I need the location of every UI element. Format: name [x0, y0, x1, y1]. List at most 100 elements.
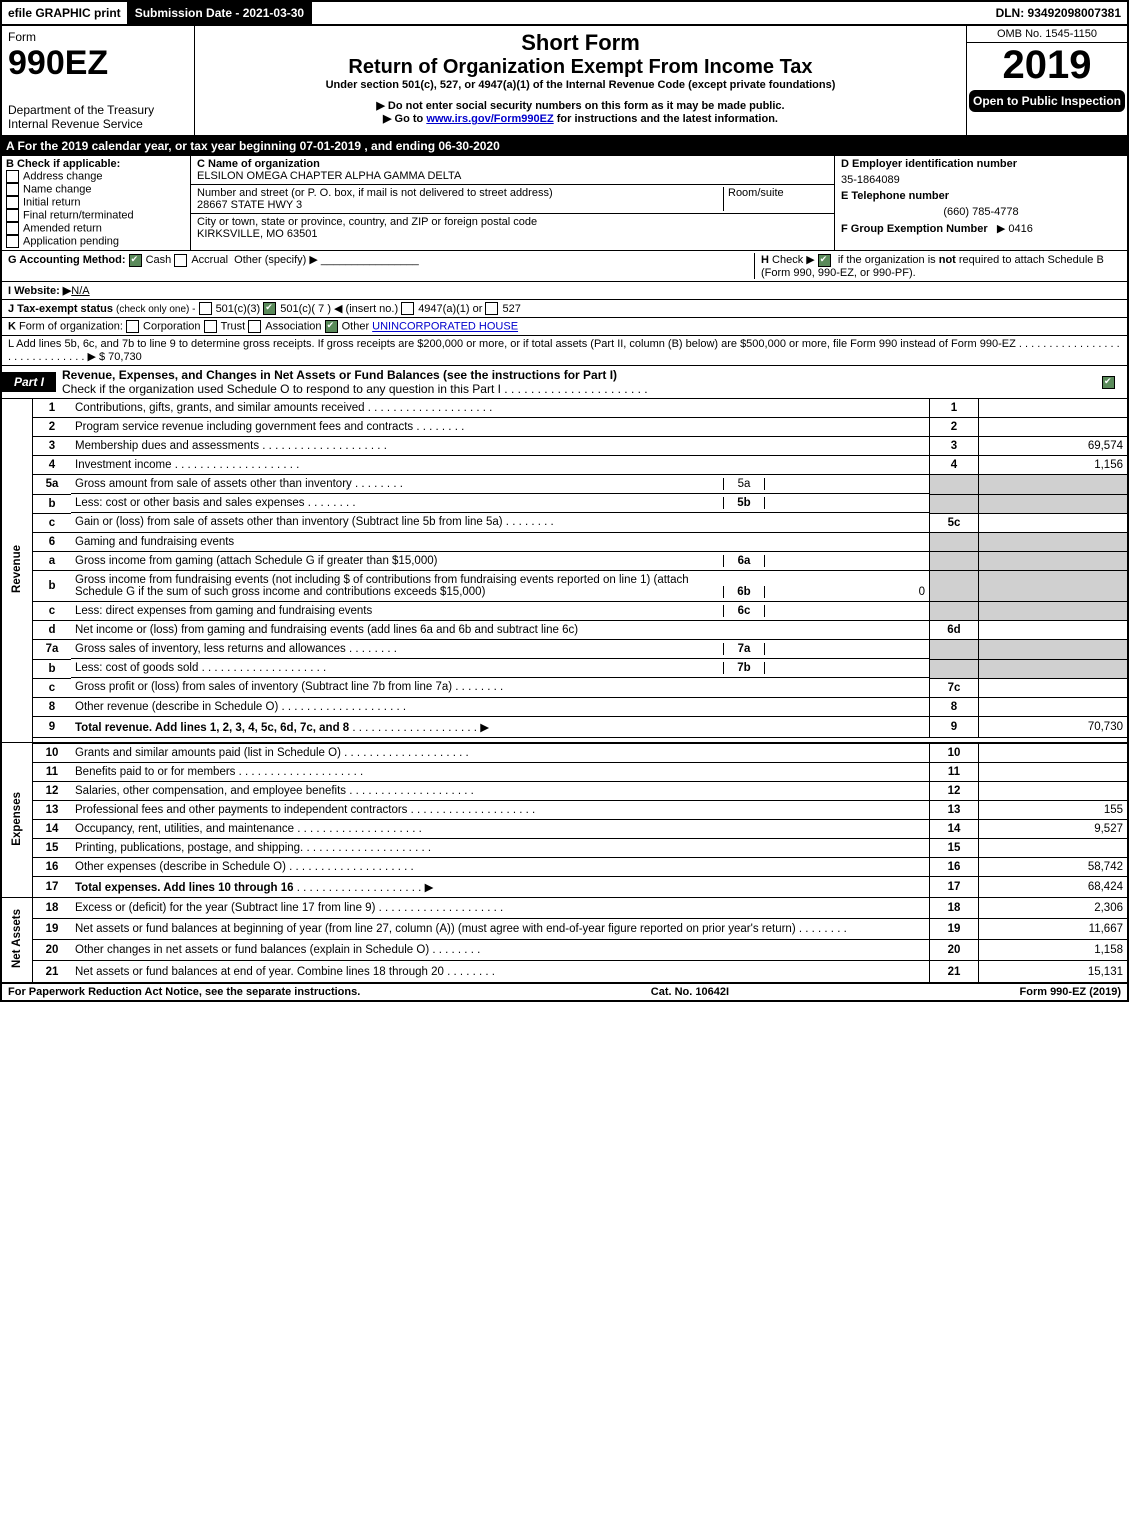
line-20-no: 20	[33, 940, 72, 961]
phone-label: E Telephone number	[841, 190, 949, 202]
irs-link[interactable]: www.irs.gov/Form990EZ	[426, 113, 553, 125]
do-not-enter-note: ▶ Do not enter social security numbers o…	[199, 99, 962, 112]
line-5c-numlabel: 5c	[930, 513, 979, 532]
line-12-numlabel: 12	[930, 781, 979, 800]
section-l: L Add lines 5b, 6c, and 7b to line 9 to …	[0, 336, 1129, 366]
footer-center: Cat. No. 10642I	[651, 986, 729, 998]
line-13-amount: 155	[979, 800, 1129, 819]
section-b: B Check if applicable: Address change Na…	[2, 156, 191, 250]
line-20-numlabel: 20	[930, 940, 979, 961]
line-16-no: 16	[33, 857, 72, 876]
line-16-amount: 58,742	[979, 857, 1129, 876]
line-13-numlabel: 13	[930, 800, 979, 819]
line-9-desc: Total revenue. Add lines 1, 2, 3, 4, 5c,…	[75, 722, 349, 734]
return-title: Return of Organization Exempt From Incom…	[199, 56, 962, 79]
line-10-numlabel: 10	[930, 743, 979, 763]
checkbox-association[interactable]	[248, 320, 261, 333]
website-val: N/A	[71, 285, 89, 297]
line-5c-desc: Gain or (loss) from sale of assets other…	[75, 516, 503, 528]
line-6b-desc: Gross income from fundraising events (no…	[75, 574, 689, 598]
line-6a-no: a	[33, 551, 72, 571]
line-18-no: 18	[33, 897, 72, 918]
line-1-no: 1	[33, 399, 72, 418]
section-a-bar: A For the 2019 calendar year, or tax yea…	[0, 137, 1129, 156]
checkbox-accrual[interactable]	[174, 254, 187, 267]
line-16-numlabel: 16	[930, 857, 979, 876]
line-6a-subval	[765, 555, 925, 567]
line-6d-no: d	[33, 621, 72, 640]
line-13-no: 13	[33, 800, 72, 819]
line-20-amount: 1,158	[979, 940, 1129, 961]
line-16-desc: Other expenses (describe in Schedule O)	[75, 861, 286, 873]
checkbox-h[interactable]	[818, 254, 831, 267]
checkbox-527[interactable]	[485, 302, 498, 315]
checkbox-address-change[interactable]	[6, 170, 19, 183]
line-7b-desc: Less: cost of goods sold	[75, 662, 198, 674]
line-4-amount: 1,156	[979, 456, 1129, 475]
line-7a-sub: 7a	[723, 643, 765, 655]
section-g-label: G Accounting Method:	[8, 254, 126, 266]
row-g-h: G Accounting Method: Cash Accrual Other …	[0, 251, 1129, 282]
short-form-title: Short Form	[199, 30, 962, 56]
line-19-numlabel: 19	[930, 918, 979, 939]
checkbox-amended-return[interactable]	[6, 222, 19, 235]
line-4-no: 4	[33, 456, 72, 475]
line-6a-sub: 6a	[723, 555, 765, 567]
checkbox-other-org[interactable]	[325, 320, 338, 333]
line-5b-subval	[765, 497, 925, 509]
footer-right: Form 990-EZ (2019)	[1020, 986, 1122, 998]
omb-number: OMB No. 1545-1150	[967, 26, 1127, 43]
line-5c-amount	[979, 513, 1129, 532]
line-21-desc: Net assets or fund balances at end of ye…	[75, 966, 444, 978]
line-12-amount	[979, 781, 1129, 800]
line-1-desc: Contributions, gifts, grants, and simila…	[75, 402, 365, 414]
checkbox-part1-schedule-o[interactable]	[1102, 376, 1115, 389]
line-11-desc: Benefits paid to or for members	[75, 766, 235, 778]
line-1-numlabel: 1	[930, 399, 979, 418]
top-bar: efile GRAPHIC print Submission Date - 20…	[0, 0, 1129, 26]
section-k: K Form of organization: Corporation Trus…	[0, 318, 1129, 336]
line-19-amount: 11,667	[979, 918, 1129, 939]
checkbox-name-change[interactable]	[6, 183, 19, 196]
go-to-post: for instructions and the latest informat…	[554, 113, 778, 125]
line-20-desc: Other changes in net assets or fund bala…	[75, 944, 429, 956]
checkbox-application-pending[interactable]	[6, 235, 19, 248]
checkbox-initial-return[interactable]	[6, 196, 19, 209]
line-7a-no: 7a	[33, 640, 72, 660]
line-17-desc: Total expenses. Add lines 10 through 16	[75, 882, 294, 894]
line-6d-desc: Net income or (loss) from gaming and fun…	[71, 621, 930, 640]
line-6d-amount	[979, 621, 1129, 640]
room-suite-label: Room/suite	[723, 187, 828, 211]
line-3-amount: 69,574	[979, 437, 1129, 456]
checkbox-501c[interactable]	[263, 302, 276, 315]
label-initial-return: Initial return	[23, 196, 80, 208]
line-5b-sub: 5b	[723, 497, 765, 509]
line-3-numlabel: 3	[930, 437, 979, 456]
label-other: Other (specify) ▶	[234, 254, 318, 266]
website-label: I Website: ▶	[8, 285, 71, 297]
checkbox-final-return[interactable]	[6, 209, 19, 222]
submission-date: Submission Date - 2021-03-30	[129, 2, 312, 24]
line-15-amount	[979, 838, 1129, 857]
checkbox-corporation[interactable]	[126, 320, 139, 333]
expenses-sidelabel: Expenses	[11, 784, 23, 854]
line-18-numlabel: 18	[930, 897, 979, 918]
line-5a-sub: 5a	[723, 478, 765, 490]
checkbox-501c3[interactable]	[199, 302, 212, 315]
line-6c-desc: Less: direct expenses from gaming and fu…	[75, 605, 372, 617]
line-10-desc: Grants and similar amounts paid (list in…	[75, 747, 341, 759]
line-6b-sub: 6b	[723, 586, 765, 598]
efile-print-button[interactable]: efile GRAPHIC print	[2, 2, 129, 24]
org-name: ELSILON OMEGA CHAPTER ALPHA GAMMA DELTA	[197, 170, 461, 182]
checkbox-trust[interactable]	[204, 320, 217, 333]
line-7a-desc: Gross sales of inventory, less returns a…	[75, 643, 346, 655]
line-6d-numlabel: 6d	[930, 621, 979, 640]
line-9-amount: 70,730	[979, 716, 1129, 737]
other-org-link[interactable]: UNINCORPORATED HOUSE	[372, 321, 518, 333]
checkbox-cash[interactable]	[129, 254, 142, 267]
section-d-e-f: D Employer identification number 35-1864…	[835, 156, 1127, 250]
line-6a-desc: Gross income from gaming (attach Schedul…	[75, 555, 437, 567]
part-1-table: Revenue 1 Contributions, gifts, grants, …	[0, 399, 1129, 983]
go-to-pre: ▶ Go to	[383, 113, 426, 125]
checkbox-4947[interactable]	[401, 302, 414, 315]
